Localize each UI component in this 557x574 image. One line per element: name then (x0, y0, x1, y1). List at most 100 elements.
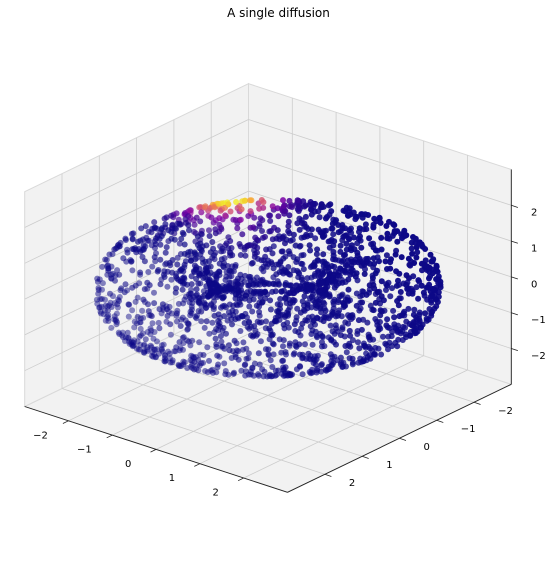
data-point (158, 345, 165, 352)
data-point (274, 227, 281, 234)
data-point (260, 199, 267, 206)
data-point (213, 369, 220, 376)
data-point (197, 240, 204, 247)
data-point (262, 233, 268, 240)
data-point (130, 230, 137, 237)
data-point (157, 241, 164, 248)
data-point (137, 269, 144, 276)
data-point (218, 256, 225, 263)
data-point (137, 315, 144, 322)
y-tick (436, 419, 444, 423)
data-point (105, 262, 111, 269)
data-point (272, 317, 279, 324)
data-point (384, 316, 391, 323)
data-point (237, 216, 244, 223)
data-point (230, 287, 236, 294)
data-point (316, 214, 323, 221)
data-point (376, 258, 382, 265)
data-point (413, 244, 420, 251)
data-point (229, 321, 235, 328)
data-point (330, 305, 337, 312)
data-point (142, 336, 149, 343)
data-point (136, 246, 142, 252)
data-point (157, 256, 164, 263)
data-point (232, 263, 239, 270)
data-point (308, 226, 315, 233)
data-point (298, 260, 305, 267)
data-point (141, 258, 148, 265)
data-point (196, 204, 203, 211)
data-point (206, 357, 212, 364)
z-tick-label: 1 (531, 244, 537, 255)
data-point (114, 267, 121, 274)
data-point (332, 322, 339, 329)
data-point (182, 258, 189, 265)
data-point (93, 296, 100, 303)
data-point (366, 352, 373, 359)
data-point (158, 342, 165, 349)
data-point (285, 264, 292, 270)
data-point (282, 208, 289, 215)
data-point (237, 252, 244, 258)
data-point (250, 224, 257, 231)
data-point (391, 222, 398, 229)
data-point (259, 276, 266, 283)
data-point (319, 333, 326, 340)
data-point (184, 281, 191, 288)
data-point (135, 346, 142, 353)
data-point (282, 280, 289, 286)
data-point (162, 221, 169, 228)
z-tick (511, 312, 518, 316)
data-point (331, 284, 338, 291)
data-point (285, 228, 292, 235)
data-point (213, 341, 220, 348)
data-point (395, 336, 402, 343)
data-point (149, 263, 156, 270)
data-point (190, 353, 196, 360)
data-point (221, 360, 228, 367)
data-point (282, 240, 288, 247)
y-tick (473, 401, 481, 405)
gridline-y-floor (99, 370, 363, 457)
data-point (244, 289, 251, 296)
data-point (146, 282, 153, 289)
data-point (251, 323, 258, 330)
data-point (141, 349, 148, 356)
z-tick (511, 240, 518, 244)
data-point (411, 260, 418, 266)
data-point (353, 270, 360, 277)
data-point (362, 221, 369, 228)
data-point (174, 261, 181, 268)
data-point (228, 245, 235, 251)
data-point (277, 301, 284, 308)
data-point (294, 256, 301, 263)
data-point (160, 341, 167, 348)
data-point (147, 325, 154, 332)
data-point (134, 320, 140, 327)
data-point (164, 313, 171, 319)
data-point (296, 270, 303, 277)
data-point (201, 324, 208, 331)
data-point (195, 280, 202, 287)
y-tick-label: 0 (423, 442, 429, 453)
data-point (193, 214, 200, 221)
data-point (169, 310, 175, 317)
data-point (179, 229, 186, 236)
data-point (422, 310, 429, 317)
data-point (140, 342, 147, 349)
data-point (285, 223, 292, 230)
data-point (343, 240, 350, 247)
data-point (188, 290, 195, 297)
data-point (304, 300, 311, 307)
data-point (108, 304, 115, 310)
data-point (356, 345, 363, 352)
data-point (203, 283, 210, 290)
data-point (96, 304, 103, 311)
data-point (403, 272, 410, 279)
data-point (415, 277, 422, 284)
data-point (306, 242, 313, 249)
data-point (202, 203, 209, 210)
data-point (151, 329, 158, 335)
data-point (173, 210, 180, 217)
data-point (253, 288, 260, 295)
